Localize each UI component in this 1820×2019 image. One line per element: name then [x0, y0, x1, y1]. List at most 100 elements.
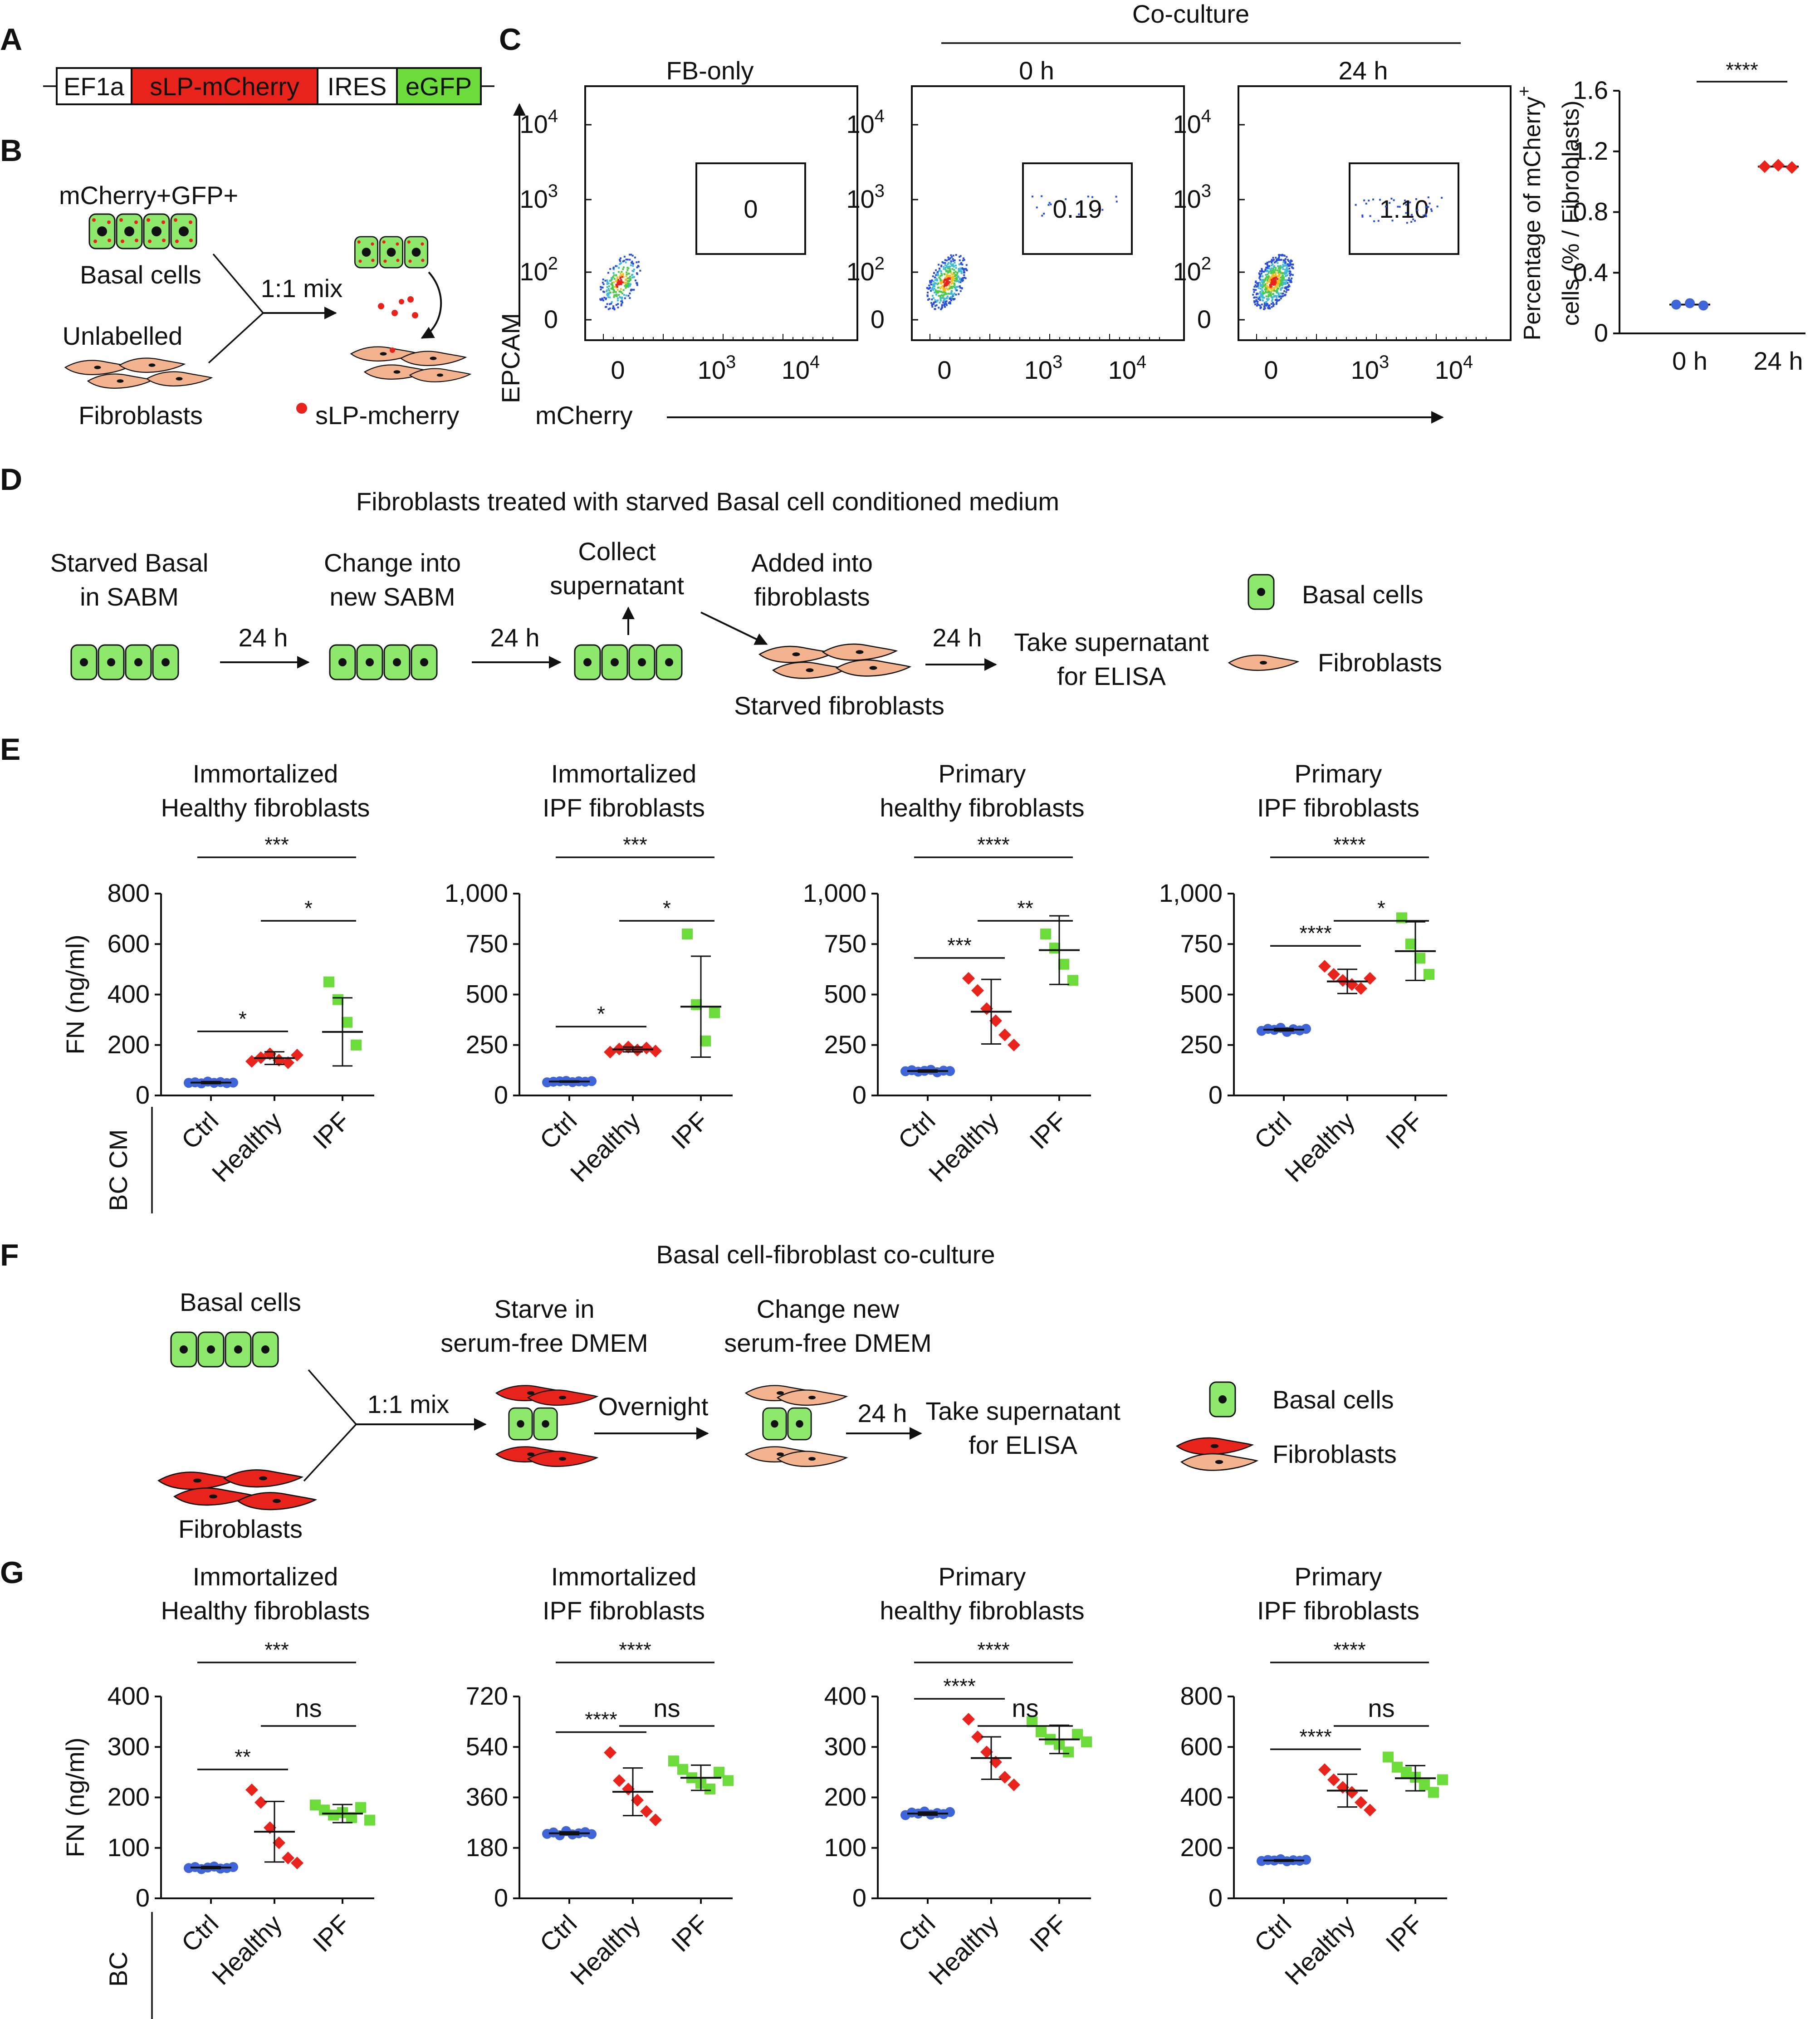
event-dot: [1259, 295, 1261, 298]
data-point: [962, 972, 975, 985]
event-dot: [602, 290, 604, 293]
event-dot: [1265, 277, 1267, 279]
flow-plot-frame: [1238, 85, 1512, 341]
event-dot: [625, 294, 627, 297]
group-label: BC CM: [104, 1129, 132, 1211]
event-dot: [620, 257, 622, 259]
event-dot: [1290, 260, 1292, 263]
event-dot: [962, 257, 964, 259]
event-dot: [1267, 276, 1269, 279]
event-dot: [1259, 299, 1261, 301]
event-dot: [1271, 259, 1273, 261]
event-dot: [1282, 268, 1284, 270]
event-dot: [1261, 289, 1263, 291]
y-tick-label: 300: [824, 1732, 866, 1760]
chart-title-line: Immortalized: [193, 1562, 338, 1591]
event-dot: [1266, 264, 1268, 266]
event-dot: [941, 297, 943, 299]
event-dot: [1275, 267, 1277, 269]
event-dot: [1268, 304, 1271, 307]
event-dot: [1282, 283, 1284, 285]
event-dot: [636, 261, 638, 264]
event-dot: [1273, 282, 1275, 284]
event-dot: [943, 279, 945, 282]
event-dot: [1277, 280, 1279, 283]
data-point: [1058, 958, 1069, 970]
event-dot: [1276, 299, 1278, 302]
event-dot: [947, 280, 949, 283]
event-dot: [1277, 258, 1279, 260]
chart-title-line: healthy fibroblasts: [880, 793, 1084, 822]
event-dot: [958, 268, 960, 270]
event-dot: [1253, 300, 1255, 302]
significance-label: *: [1377, 896, 1385, 920]
event-dot: [613, 274, 615, 276]
event-dot: [1279, 295, 1281, 298]
event-dot: [620, 283, 622, 285]
data-point: [273, 1836, 285, 1849]
x-tick-label: IPF: [665, 1909, 714, 1957]
x-tick-label: 0: [1264, 356, 1278, 384]
step-label: Take supernatant: [925, 1397, 1120, 1425]
event-dot: [1412, 218, 1414, 220]
y-tick-label: 0: [136, 1883, 150, 1912]
event-dot: [1276, 286, 1278, 288]
event-dot: [1262, 292, 1264, 294]
data-point: [998, 1028, 1011, 1041]
x-tick-label: IPF: [1380, 1106, 1428, 1154]
event-dot: [959, 281, 962, 284]
event-dot: [626, 269, 629, 271]
event-dot: [1263, 305, 1266, 307]
event-dot: [931, 287, 934, 289]
significance-label: ***: [264, 833, 289, 856]
x-tick-label: 0: [611, 356, 625, 384]
event-dot: [935, 274, 937, 276]
step-label: new SABM: [330, 582, 455, 611]
event-dot: [1277, 292, 1280, 294]
event-dot: [937, 274, 939, 277]
event-dot: [962, 277, 964, 279]
event-dot: [612, 305, 615, 308]
event-dot: [959, 285, 961, 288]
event-dot: [1270, 293, 1272, 295]
panel-e-charts: Immortalized Healthy fibroblasts 800 600 400…: [61, 759, 1447, 1188]
y-tick-label: 400: [1180, 1783, 1223, 1811]
event-dot: [939, 275, 941, 277]
event-dot: [949, 301, 951, 303]
event-dot: [949, 274, 951, 277]
event-dot: [1369, 215, 1371, 217]
event-dot: [602, 298, 604, 301]
step-label: for ELISA: [1057, 662, 1166, 690]
y-tick-label: 103: [1173, 181, 1211, 213]
event-dot: [607, 296, 610, 298]
event-dot: [949, 303, 951, 305]
event-dot: [949, 268, 951, 270]
event-dot: [949, 293, 951, 295]
event-dot: [956, 289, 958, 291]
y-tick-label: 104: [846, 106, 885, 138]
event-dot: [608, 285, 610, 288]
event-dot: [1262, 279, 1265, 281]
event-dot: [950, 272, 952, 274]
event-dot: [935, 301, 938, 303]
event-dot: [624, 297, 626, 299]
event-dot: [1292, 274, 1294, 276]
event-dot: [938, 307, 940, 309]
event-dot: [599, 298, 602, 300]
event-dot: [1273, 275, 1276, 277]
y-tick-label: 0: [494, 1883, 508, 1912]
event-dot: [1267, 304, 1270, 307]
event-dot: [955, 267, 957, 269]
data-point: [980, 1745, 993, 1759]
event-dot: [613, 294, 616, 296]
event-dot: [960, 270, 963, 272]
event-dot: [1409, 201, 1411, 204]
event-dot: [1286, 289, 1288, 291]
event-dot: [607, 288, 610, 290]
event-dot: [1261, 285, 1263, 288]
event-dot: [639, 269, 641, 272]
event-dot: [1405, 212, 1407, 214]
event-dot: [621, 296, 623, 298]
y-tick-label: 0: [1208, 1080, 1223, 1109]
event-dot: [1258, 297, 1260, 299]
